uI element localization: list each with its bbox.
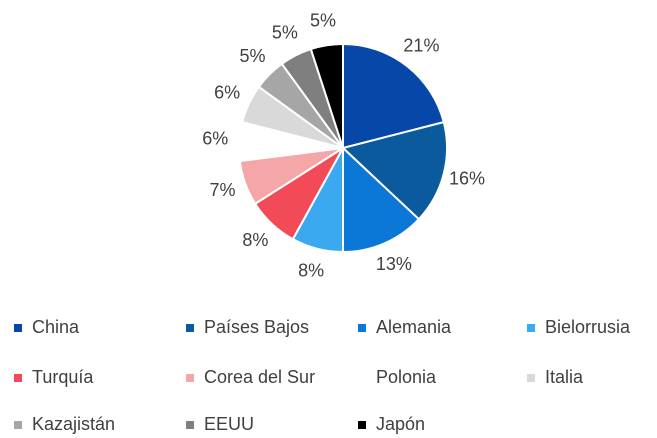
data-label: 8% [298,261,324,281]
legend-marker [14,374,22,382]
legend-marker [186,324,194,332]
pie-slice [342,145,421,254]
data-label: 5% [239,46,265,66]
legend-marker [186,421,194,429]
legend-marker [14,421,22,429]
legend-label: China [32,317,80,337]
legend-label: Alemania [376,317,452,337]
data-label: 8% [242,230,268,250]
legend-marker [186,374,194,382]
pie-slice [340,120,448,221]
legend-label: Países Bajos [204,317,309,337]
legend-label: Japón [376,414,425,434]
legend-marker [358,374,366,382]
legend-marker [527,324,535,332]
legend-marker [14,324,22,332]
pie-slice [309,42,344,149]
data-label: 6% [202,129,228,149]
data-label: 21% [403,36,439,56]
legend-label: Italia [545,367,584,387]
legend-label: Bielorrusia [545,317,631,337]
data-label: 5% [310,10,336,30]
legend-label: Kazajistán [32,414,115,434]
data-label: 13% [376,254,412,274]
legend-marker [358,421,366,429]
data-label: 16% [449,169,485,189]
legend-marker [527,374,535,382]
legend-label: Turquía [32,367,94,387]
legend-marker [358,324,366,332]
legend-label: EEUU [204,414,254,434]
pie-slice [342,42,445,150]
legend-label: Polonia [376,367,437,387]
legend-label: Corea del Sur [204,367,315,387]
data-label: 5% [272,23,298,43]
data-label: 7% [210,180,236,200]
data-label: 6% [214,82,240,102]
